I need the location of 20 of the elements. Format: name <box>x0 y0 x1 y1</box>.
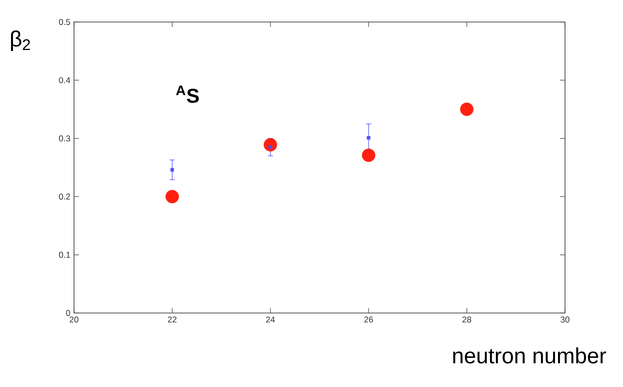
point <box>166 190 179 204</box>
point <box>366 136 370 140</box>
x-tick-label: 30 <box>560 316 570 323</box>
point <box>460 102 474 116</box>
y-tick-label: 0.1 <box>59 252 70 258</box>
point <box>362 148 376 162</box>
x-tick-label: 22 <box>168 316 176 322</box>
annotation: $^{A}$S <box>176 86 199 103</box>
y-tick-label: 0.3 <box>59 135 70 142</box>
y-tick-label: 0.2 <box>59 194 70 200</box>
x-tick-label: 26 <box>364 316 373 323</box>
y-tick-label: 0.5 <box>59 19 70 25</box>
x-tick-label: 24 <box>266 316 275 322</box>
x-tick-label: 28 <box>462 316 472 323</box>
y-tick-label: 0.4 <box>59 77 70 84</box>
x-axis-title: neutron number <box>453 347 606 364</box>
y-tick-label: 0 <box>66 310 70 316</box>
x-tick-label: 20 <box>70 316 78 323</box>
y-axis-title: β$_{2}$ <box>11 30 30 51</box>
point <box>170 168 174 172</box>
